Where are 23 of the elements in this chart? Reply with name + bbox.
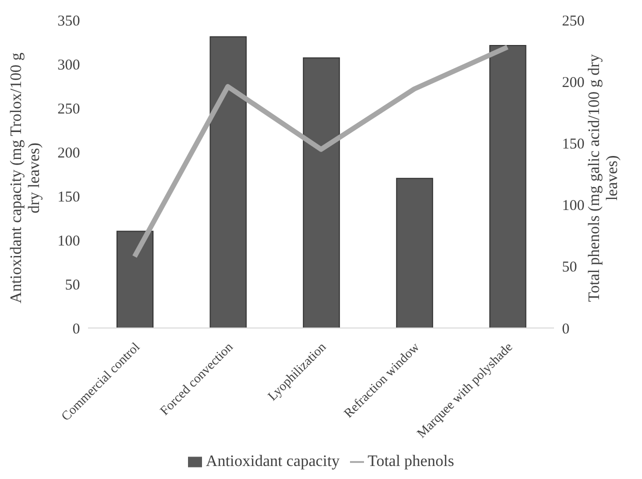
bar [489, 45, 526, 328]
bar [302, 57, 340, 328]
y-tick-label: 150 [58, 189, 80, 206]
y-axis-title: Antioxidant capacity (mg Trolox/100 g dry leaves) [8, 52, 43, 304]
bar [210, 36, 247, 328]
y-tick-label: 350 [58, 13, 80, 30]
y-tick-label: 300 [58, 57, 80, 74]
y2-tick-label: 0 [562, 321, 570, 338]
y2-tick-label: 100 [562, 198, 584, 214]
y2-tick-label: 150 [562, 136, 584, 153]
bar [116, 230, 154, 328]
y2-axis-title: Total phenols (mg galic acid/100 g dry leaves) [586, 54, 621, 302]
y-tick-label: 0 [72, 321, 80, 338]
y-tick-label: 200 [58, 145, 80, 162]
y2-tick-label: 200 [562, 74, 584, 91]
legend-label: Antioxidant capacity [206, 453, 340, 470]
y-tick-label: 50 [65, 277, 80, 294]
legend-label: Total phenols [368, 453, 454, 470]
y-tick-label: 100 [58, 233, 80, 250]
y-tick-label: 250 [58, 101, 80, 118]
y2-tick-label: 50 [562, 260, 577, 276]
bar [396, 178, 434, 328]
y2-tick-label: 250 [562, 13, 584, 30]
